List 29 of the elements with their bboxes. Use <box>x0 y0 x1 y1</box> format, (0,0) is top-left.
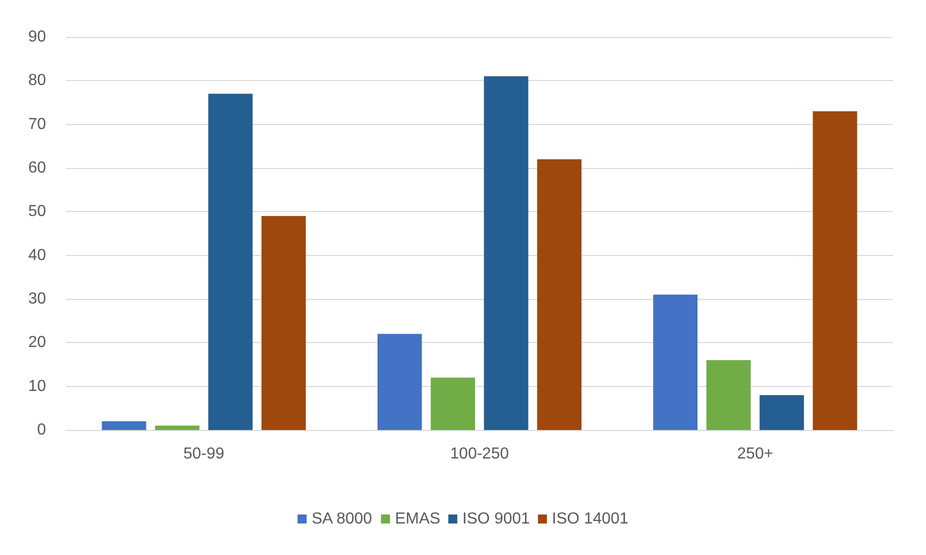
bar <box>812 111 858 430</box>
y-tick-label: 20 <box>28 334 46 352</box>
legend-label: ISO 14001 <box>552 510 629 528</box>
y-tick-label: 40 <box>28 246 46 264</box>
y-tick-label: 90 <box>28 28 46 46</box>
y-tick-label: 80 <box>28 72 46 90</box>
y-tick-label: 50 <box>28 203 46 220</box>
legend-label: SA 8000 <box>312 510 372 528</box>
bar <box>760 395 804 430</box>
bar <box>208 94 253 430</box>
x-tick-label: 100-250 <box>450 446 509 462</box>
bar <box>484 76 528 430</box>
x-tick-label: 250+ <box>737 446 774 462</box>
y-tick-label: 10 <box>28 378 46 395</box>
legend-label: ISO 9001 <box>462 510 530 528</box>
legend-label: EMAS <box>394 510 440 528</box>
y-tick-label: 60 <box>28 160 46 176</box>
bar <box>155 426 200 430</box>
bar <box>706 360 751 430</box>
bar <box>653 294 698 430</box>
x-tick-label: 50-99 <box>183 446 224 462</box>
bar <box>430 378 476 430</box>
y-tick-label: 0 <box>37 422 46 438</box>
y-tick-label: 30 <box>28 290 46 308</box>
bar <box>537 159 582 430</box>
bar <box>261 216 306 430</box>
bar <box>378 334 422 430</box>
bar <box>102 421 146 430</box>
y-tick-label: 70 <box>28 116 46 133</box>
